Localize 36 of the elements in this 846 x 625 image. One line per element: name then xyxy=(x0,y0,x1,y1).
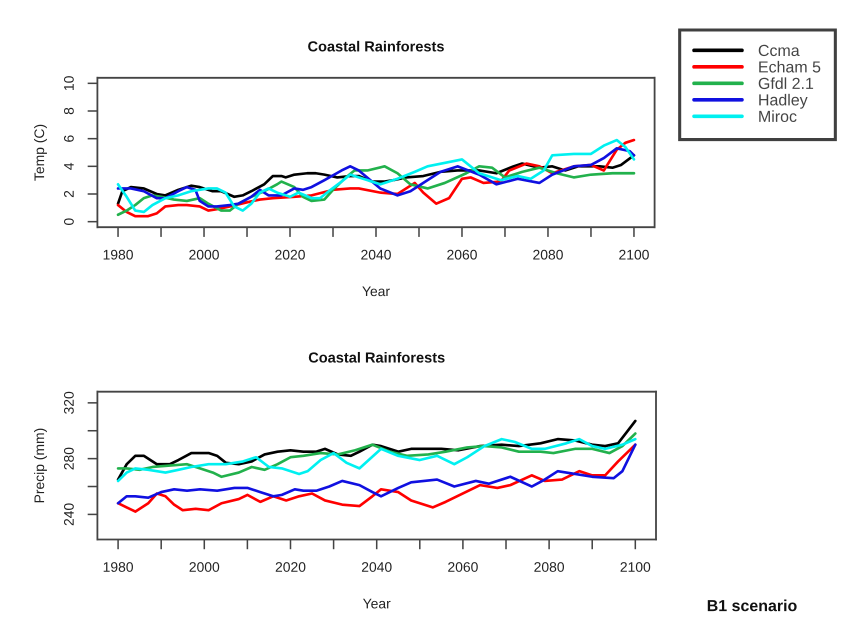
legend-label: Miroc xyxy=(759,110,797,122)
y-tick-label: 4 xyxy=(64,162,74,170)
line-series xyxy=(116,438,637,482)
y-tick-label: 280 xyxy=(64,448,74,470)
x-tick-label: 2100 xyxy=(619,250,649,260)
x-tick-label: 2060 xyxy=(447,250,477,260)
x-tick-label: 2080 xyxy=(534,562,564,572)
x-axis-title: Year xyxy=(362,286,390,296)
chart-title: Coastal Rainforests xyxy=(308,40,444,52)
x-tick-label: 2020 xyxy=(276,562,306,572)
x-tick-label: 2020 xyxy=(275,250,305,260)
x-tick-label: 1980 xyxy=(104,562,133,572)
y-axis-title: Precip (mm) xyxy=(34,428,47,502)
legend-label: Ccma xyxy=(758,44,800,56)
y-tick-label: 2 xyxy=(64,190,74,198)
y-tick-label: 6 xyxy=(64,135,74,142)
y-tick-label: 320 xyxy=(64,392,74,414)
y-axis-title: Temp (C) xyxy=(34,124,47,181)
x-tick-label: 2060 xyxy=(448,562,478,572)
x-tick-label: 2040 xyxy=(361,250,391,260)
x-tick-label: 2080 xyxy=(533,250,563,260)
y-tick-label: 8 xyxy=(64,108,74,114)
x-tick-label: 2100 xyxy=(620,562,650,572)
x-tick-label: 2000 xyxy=(190,562,220,572)
chart-title: Coastal Rainforests xyxy=(308,352,445,363)
x-tick-label: 2000 xyxy=(189,250,219,260)
legend-label: Echam 5 xyxy=(759,60,820,73)
x-axis-title: Year xyxy=(362,598,391,608)
legend-label: Hadley xyxy=(759,94,808,109)
y-tick-label: 240 xyxy=(64,503,74,526)
legend-label: Gfdl 2.1 xyxy=(758,77,814,90)
x-tick-label: 1980 xyxy=(104,250,133,260)
y-tick-label: 0 xyxy=(64,218,74,225)
x-tick-label: 2040 xyxy=(362,562,392,572)
text: B1 scenario xyxy=(708,600,797,612)
y-tick-label: 10 xyxy=(64,76,74,90)
